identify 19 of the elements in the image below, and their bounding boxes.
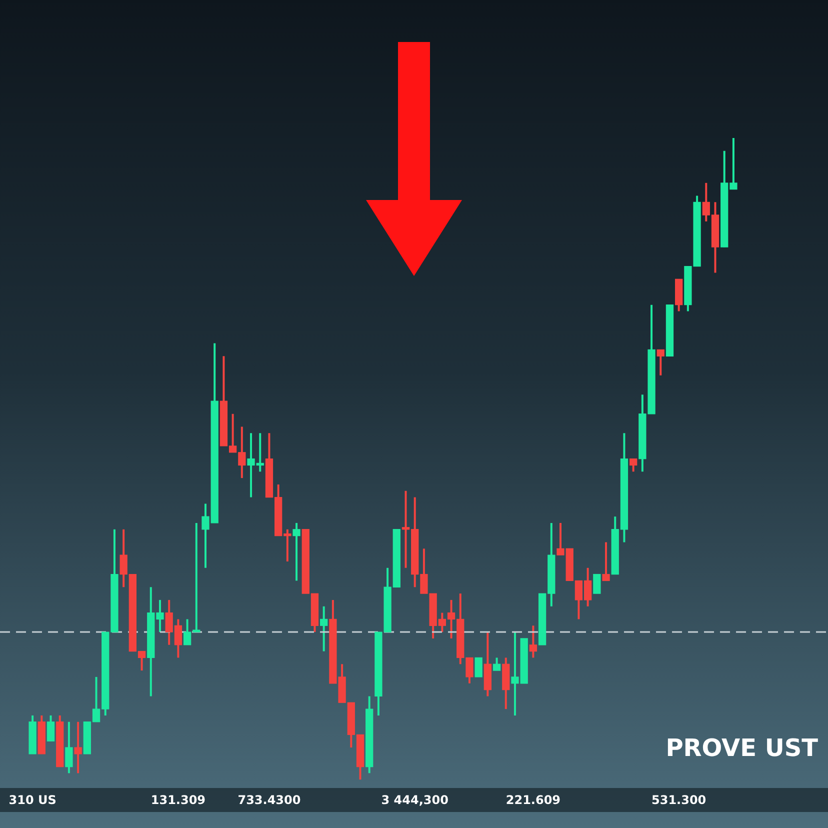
candlestick [602,541,610,582]
candlestick [292,522,300,582]
candlestick [529,624,538,659]
x-tick-label: 3 444,300 [381,792,448,807]
candlestick [65,720,73,774]
candlestick [593,574,601,594]
candlestick [74,720,82,774]
x-tick-label: 733.4300 [238,792,301,807]
x-tick-label: 310 US [8,792,56,807]
candlestick [46,714,55,742]
candlestick [629,458,638,473]
x-tick-label: 221.609 [506,792,561,807]
candlestick [492,656,501,672]
candlestick [320,605,328,652]
candlestick [656,348,664,376]
annotation: PROVE UST [666,734,818,762]
candlestick [474,657,482,678]
x-tick-label: 131.309 [150,792,206,807]
x-tick-label: 531.300 [652,792,706,807]
